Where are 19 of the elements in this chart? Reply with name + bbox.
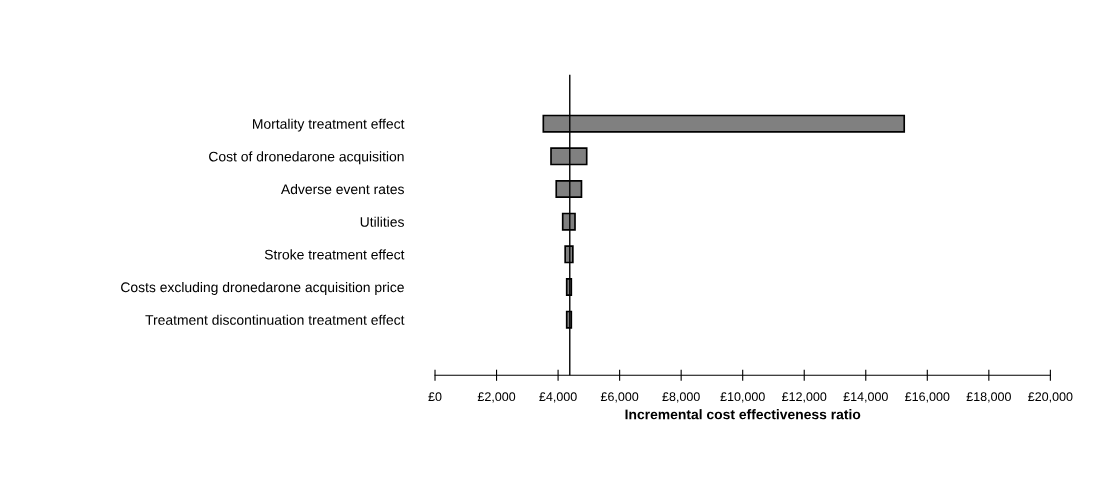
y-tick-label: Treatment discontinuation treatment effect [145,314,405,325]
y-tick-label: Mortality treatment effect [253,118,405,132]
x-tick-label: £2,000 [477,392,516,403]
x-tick-label: £14,000 [843,392,888,403]
y-tick-label: Stroke treatment effect [264,249,405,260]
x-tick-label: £18,000 [966,392,1011,403]
x-tick-label: £8,000 [662,392,700,403]
x-tick-label: £16,000 [905,392,950,403]
x-tick-label: £0 [428,392,442,402]
x-tick-label: £4,000 [539,392,577,403]
x-tick-label: £20,000 [1028,392,1073,403]
y-tick-label: Cost of dronedarone acquisition [209,151,404,165]
x-axis-title: Incremental cost effectiveness ratio [625,409,861,420]
x-tick-label: £12,000 [781,392,827,403]
x-tick-label: £10,000 [720,392,765,403]
y-tick-label: Costs excluding dronedarone acquisition price [121,282,404,295]
x-tick-label: £6,000 [600,392,639,403]
y-tick-label: Adverse event rates [280,183,404,195]
y-tick-label: Utilities [360,216,404,227]
